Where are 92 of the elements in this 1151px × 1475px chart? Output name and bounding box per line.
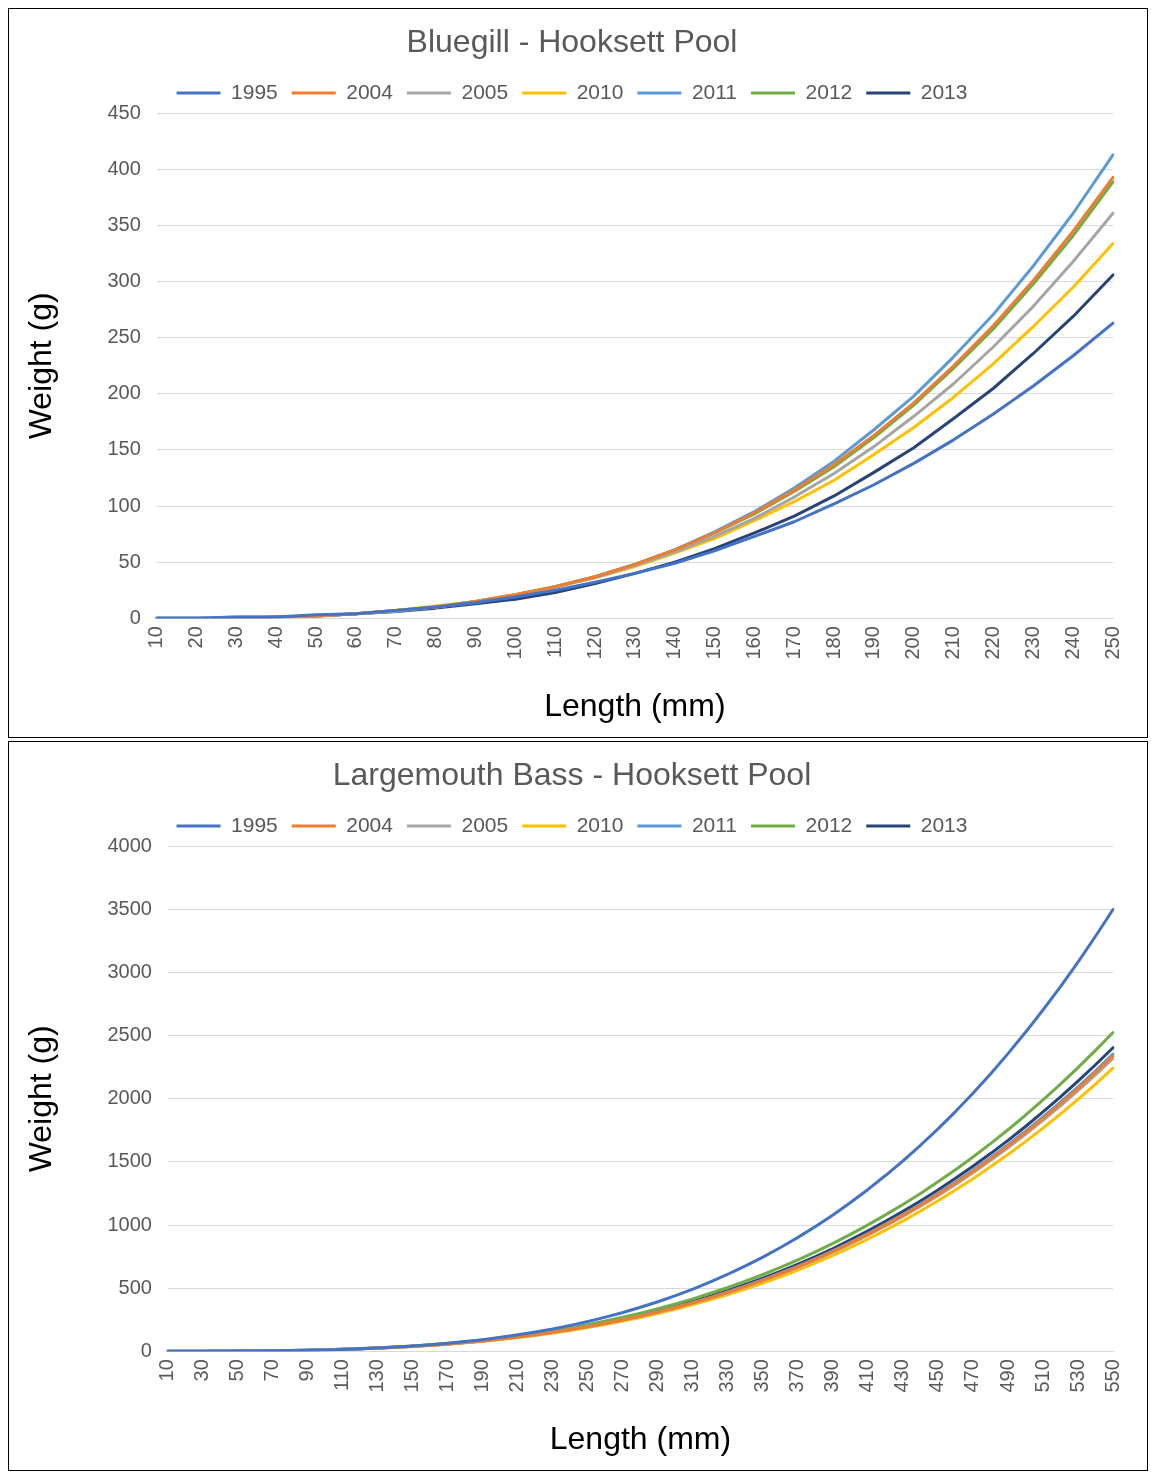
legend-label: 2012	[805, 79, 853, 103]
x-tick-label: 150	[400, 1359, 423, 1393]
x-tick-label: 110	[542, 626, 565, 659]
x-tick-label: 230	[540, 1359, 563, 1393]
x-tick-label: 170	[781, 626, 804, 660]
y-tick-label: 200	[107, 381, 141, 404]
x-tick-label: 290	[645, 1359, 668, 1393]
y-tick-label: 400	[107, 157, 141, 180]
x-tick-label: 550	[1100, 1359, 1123, 1393]
y-tick-label: 4000	[107, 833, 152, 856]
x-axis-title: Length (mm)	[549, 1419, 732, 1456]
x-tick-label: 110	[330, 1359, 353, 1392]
x-tick-label: 50	[225, 1359, 248, 1382]
x-tick-label: 310	[680, 1359, 703, 1393]
y-tick-label: 3500	[107, 897, 152, 920]
x-tick-label: 190	[470, 1359, 493, 1393]
x-axis-title: Length (mm)	[544, 686, 726, 723]
x-tick-label: 470	[960, 1359, 983, 1393]
x-tick-label: 450	[925, 1359, 948, 1393]
y-tick-label: 0	[140, 1338, 152, 1361]
chart-title: Bluegill - Hooksett Pool	[406, 23, 738, 60]
x-tick-label: 90	[463, 626, 486, 649]
x-tick-label: 200	[901, 626, 924, 660]
legend-label: 2010	[576, 812, 624, 836]
x-tick-label: 10	[155, 1359, 178, 1382]
x-tick-label: 40	[263, 626, 286, 649]
y-tick-label: 300	[107, 269, 141, 292]
legend-label: 2004	[346, 79, 394, 103]
legend-label: 2013	[920, 79, 968, 103]
x-tick-label: 150	[702, 626, 725, 660]
x-tick-label: 330	[715, 1359, 738, 1393]
y-tick-label: 250	[107, 325, 141, 348]
x-tick-label: 100	[502, 626, 525, 660]
x-tick-label: 30	[223, 626, 246, 649]
x-tick-label: 230	[1020, 626, 1043, 660]
x-tick-label: 490	[995, 1359, 1018, 1393]
x-tick-label: 160	[741, 626, 764, 660]
x-tick-label: 170	[435, 1359, 458, 1393]
y-axis-title: Weight (g)	[22, 292, 59, 440]
x-tick-label: 180	[821, 626, 844, 660]
x-tick-label: 390	[820, 1359, 843, 1393]
y-axis-title: Weight (g)	[22, 1025, 59, 1173]
x-tick-label: 80	[423, 626, 446, 649]
x-tick-label: 270	[610, 1359, 633, 1393]
y-tick-label: 0	[129, 605, 141, 628]
x-tick-label: 20	[184, 626, 207, 649]
x-tick-label: 120	[582, 626, 605, 660]
x-tick-label: 210	[941, 626, 964, 660]
x-tick-label: 370	[785, 1359, 808, 1393]
legend-label: 1995	[231, 79, 278, 103]
x-tick-label: 130	[365, 1359, 388, 1393]
x-tick-label: 410	[855, 1359, 878, 1393]
x-tick-label: 130	[622, 626, 645, 660]
y-tick-label: 150	[107, 437, 141, 460]
legend-label: 2010	[576, 79, 624, 103]
legend-label: 2011	[691, 812, 738, 836]
x-tick-label: 530	[1065, 1359, 1088, 1393]
x-tick-label: 70	[383, 626, 406, 649]
y-tick-label: 2000	[107, 1086, 152, 1109]
legend-label: 2005	[461, 812, 509, 836]
x-tick-label: 60	[343, 626, 366, 649]
x-tick-label: 190	[861, 626, 884, 660]
y-tick-label: 1500	[107, 1149, 152, 1172]
y-tick-label: 350	[107, 213, 141, 236]
x-tick-label: 210	[505, 1359, 528, 1393]
y-tick-label: 450	[107, 100, 141, 123]
x-tick-label: 70	[260, 1359, 283, 1382]
legend-label: 2005	[461, 79, 509, 103]
y-tick-label: 2500	[107, 1023, 152, 1046]
y-tick-label: 100	[107, 493, 141, 516]
x-tick-label: 430	[890, 1359, 913, 1393]
legend-label: 2013	[920, 812, 968, 836]
x-tick-label: 140	[662, 626, 685, 660]
y-tick-label: 3000	[107, 960, 152, 983]
x-tick-label: 350	[750, 1359, 773, 1393]
x-tick-label: 30	[190, 1359, 213, 1382]
x-tick-label: 220	[980, 626, 1003, 660]
x-tick-label: 10	[144, 626, 167, 649]
chart-title: Largemouth Bass - Hooksett Pool	[332, 756, 812, 793]
y-tick-label: 500	[118, 1275, 152, 1298]
x-tick-label: 250	[1100, 626, 1123, 660]
legend-label: 2012	[805, 812, 853, 836]
x-tick-label: 90	[295, 1359, 318, 1382]
x-tick-label: 240	[1060, 626, 1083, 660]
legend-label: 2004	[346, 812, 394, 836]
x-tick-label: 250	[575, 1359, 598, 1393]
legend-label: 2011	[691, 79, 738, 103]
legend-label: 1995	[231, 812, 278, 836]
x-tick-label: 510	[1030, 1359, 1053, 1393]
y-tick-label: 50	[118, 549, 141, 572]
x-tick-label: 50	[303, 626, 326, 649]
y-tick-label: 1000	[107, 1212, 152, 1235]
